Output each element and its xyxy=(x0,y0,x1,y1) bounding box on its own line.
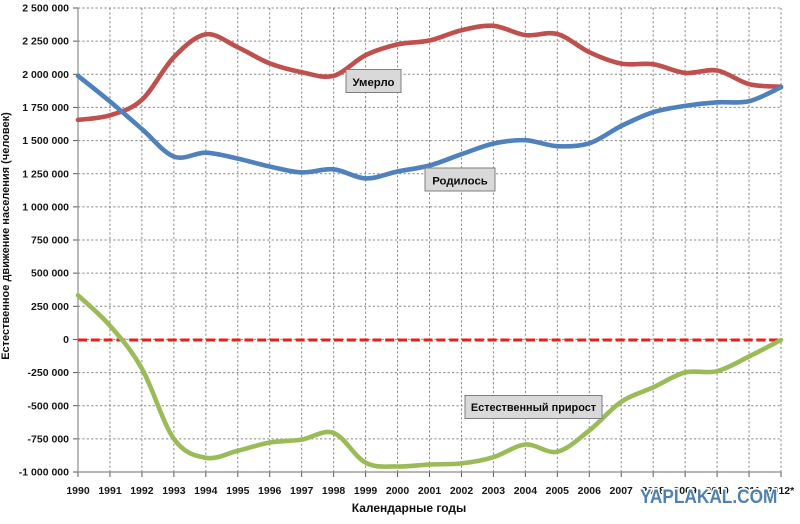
svg-text:2 250 000: 2 250 000 xyxy=(22,36,69,48)
svg-text:1990: 1990 xyxy=(66,485,90,497)
svg-text:1998: 1998 xyxy=(322,485,346,497)
svg-text:1997: 1997 xyxy=(290,485,314,497)
svg-text:500 000: 500 000 xyxy=(31,268,69,280)
svg-text:Календарные годы: Календарные годы xyxy=(352,501,467,515)
svg-text:2009: 2009 xyxy=(673,485,697,497)
svg-text:Естественное движение населени: Естественное движение населения (человек… xyxy=(0,112,12,360)
svg-text:-500 000: -500 000 xyxy=(28,400,70,412)
svg-text:2003: 2003 xyxy=(482,485,506,497)
svg-text:1992: 1992 xyxy=(130,485,154,497)
svg-text:-1 000 000: -1 000 000 xyxy=(19,467,69,479)
svg-text:0: 0 xyxy=(63,334,69,346)
svg-text:2011: 2011 xyxy=(738,485,761,497)
svg-text:-250 000: -250 000 xyxy=(28,367,70,379)
svg-text:1993: 1993 xyxy=(162,485,186,497)
svg-text:250 000: 250 000 xyxy=(31,301,69,313)
svg-text:1995: 1995 xyxy=(226,485,250,497)
svg-text:Естественный прирост: Естественный прирост xyxy=(471,402,597,414)
svg-text:2 000 000: 2 000 000 xyxy=(22,69,69,81)
svg-text:1999: 1999 xyxy=(354,485,378,497)
svg-text:2000: 2000 xyxy=(386,485,410,497)
svg-text:-750 000: -750 000 xyxy=(28,434,70,446)
svg-text:2002: 2002 xyxy=(450,485,474,497)
svg-text:2005: 2005 xyxy=(546,485,570,497)
svg-text:Умерло: Умерло xyxy=(353,77,395,89)
svg-text:1 500 000: 1 500 000 xyxy=(22,135,69,147)
svg-text:YAPLAKAL.COM: YAPLAKAL.COM xyxy=(640,485,777,507)
svg-text:2007: 2007 xyxy=(610,485,634,497)
svg-text:1 750 000: 1 750 000 xyxy=(22,102,69,114)
svg-text:2010: 2010 xyxy=(705,485,729,497)
svg-text:2006: 2006 xyxy=(578,485,602,497)
svg-text:750 000: 750 000 xyxy=(31,235,69,247)
svg-text:1994: 1994 xyxy=(194,485,218,497)
svg-text:1 250 000: 1 250 000 xyxy=(22,168,69,180)
svg-text:1991: 1991 xyxy=(98,485,122,497)
svg-text:1996: 1996 xyxy=(258,485,282,497)
svg-text:Родилось: Родилось xyxy=(432,175,488,187)
svg-text:2 500 000: 2 500 000 xyxy=(22,3,69,15)
svg-text:2001: 2001 xyxy=(418,485,442,497)
svg-text:2008: 2008 xyxy=(642,485,666,497)
svg-text:2012*: 2012* xyxy=(767,485,795,497)
svg-text:2004: 2004 xyxy=(514,485,538,497)
svg-text:1 000 000: 1 000 000 xyxy=(22,202,69,214)
